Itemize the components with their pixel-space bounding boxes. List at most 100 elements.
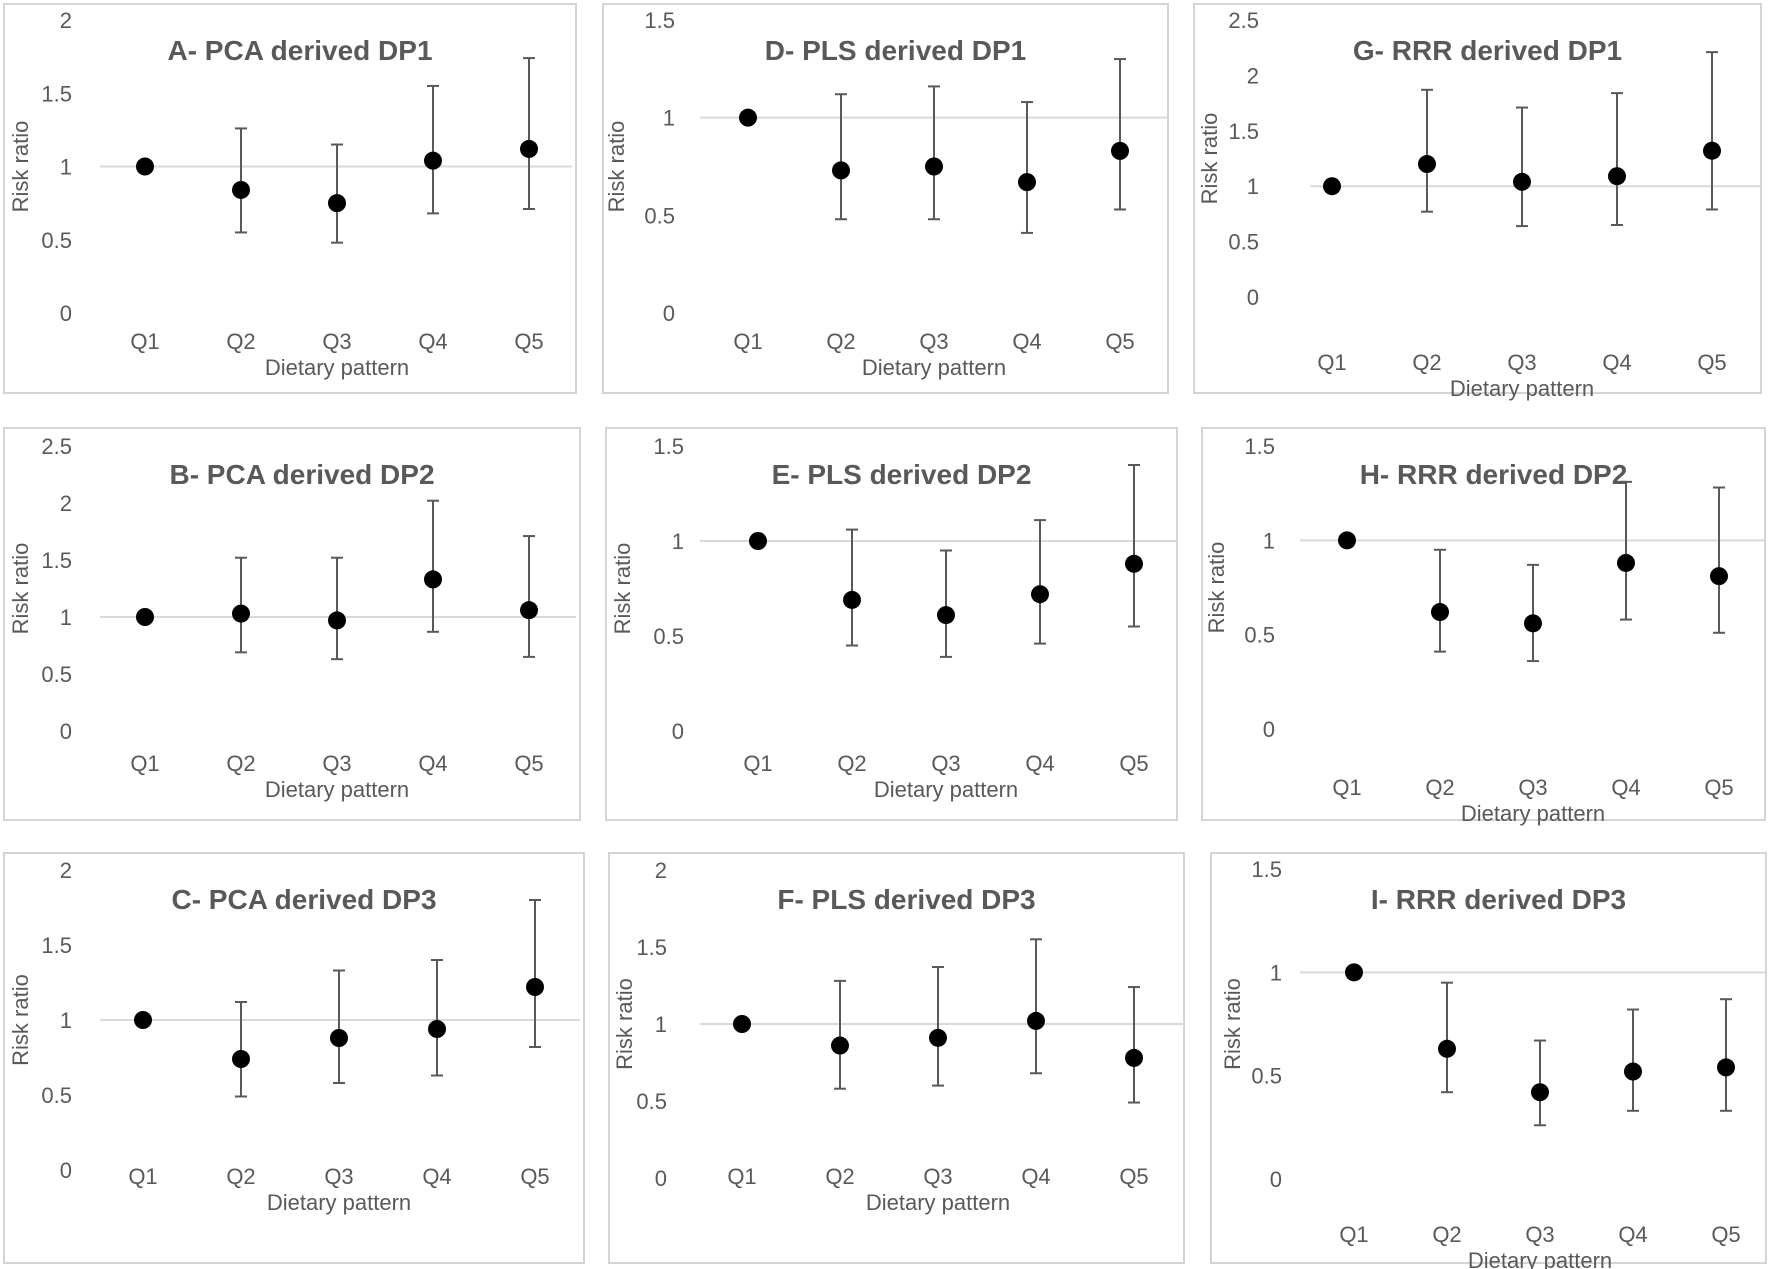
y-axis-title: Risk ratio [8,974,33,1066]
x-axis-title: Dietary pattern [862,355,1006,380]
y-tick-label: 2 [60,491,72,516]
data-point [733,1015,751,1033]
panel-frame [1210,852,1767,1264]
data-point [136,608,154,626]
data-point [232,180,250,199]
x-tick-label: Q1 [128,1164,157,1189]
data-point [1125,554,1143,573]
data-point [1125,1048,1143,1067]
x-tick-label: Q2 [1412,350,1441,375]
x-tick-label: Q3 [1525,1222,1554,1247]
x-tick-label: Q2 [1425,775,1454,800]
y-tick-label: 0 [60,719,72,744]
data-point [749,532,767,550]
y-tick-label: 0.5 [636,1089,667,1114]
x-tick-label: Q3 [324,1164,353,1189]
data-point [925,157,943,176]
y-tick-label: 2 [60,8,72,33]
data-point [832,161,850,180]
data-point [328,194,346,213]
data-point [328,611,346,630]
y-tick-label: 2 [655,858,667,883]
y-axis-title: Risk ratio [8,121,33,213]
chart-title: E- PLS derived DP2 [772,459,1032,490]
y-tick-label: 2 [1247,63,1259,88]
x-tick-label: Q5 [514,329,543,354]
y-tick-label: 1 [1247,174,1259,199]
chart-title: C- PCA derived DP3 [171,884,436,915]
data-point [843,590,861,609]
x-axis-title: Dietary pattern [265,777,409,802]
x-tick-label: Q3 [919,329,948,354]
x-axis-title: Dietary pattern [265,355,409,380]
x-axis-title: Dietary pattern [1450,376,1594,401]
y-tick-label: 1.5 [41,548,72,573]
y-tick-label: 1.5 [1251,857,1282,882]
data-point [937,606,955,625]
x-tick-label: Q3 [322,751,351,776]
x-axis-title: Dietary pattern [267,1190,411,1215]
data-point [1323,177,1341,196]
x-axis-title: Dietary pattern [866,1190,1010,1215]
x-tick-label: Q2 [226,1164,255,1189]
chart-panel: 0 0.5 1 1.5 2 2.5 G- RRR derived DP1 Risk ratio… [1193,3,1762,401]
x-tick-label: Q4 [418,751,447,776]
x-tick-label: Q5 [1704,775,1733,800]
y-tick-label: 0 [655,1166,667,1191]
chart-title: B- PCA derived DP2 [169,459,434,490]
chart-panel: 0 0.5 1 1.5 I- RRR derived DP3 Risk ratio Q1 Q2… [1210,852,1767,1269]
y-tick-label: 1 [672,529,684,554]
chart-title: A- PCA derived DP1 [167,35,432,66]
chart-panel: 0 0.5 1 1.5 2 C- PCA derived DP3 Risk ratio Q1 Q… [3,852,585,1264]
x-tick-label: Q5 [1711,1222,1740,1247]
x-tick-label: Q1 [1332,775,1361,800]
y-tick-label: 1 [655,1012,667,1037]
y-tick-label: 2 [60,858,72,883]
panel-frame [3,852,585,1264]
x-tick-label: Q3 [1507,350,1536,375]
x-tick-label: Q5 [520,1164,549,1189]
chart-title: F- PLS derived DP3 [777,884,1035,915]
x-tick-label: Q5 [1119,751,1148,776]
data-point [424,570,442,589]
x-tick-label: Q4 [1611,775,1640,800]
data-point [232,604,250,623]
chart-panel: 0 0.5 1 1.5 D- PLS derived DP1 Risk ratio Q1 Q2… [602,3,1169,394]
y-tick-label: 0.5 [41,228,72,253]
x-tick-label: Q1 [1317,350,1346,375]
x-axis-title: Dietary pattern [1468,1248,1612,1269]
x-tick-label: Q1 [130,751,159,776]
data-point [1338,531,1356,550]
y-tick-label: 0.5 [41,1083,72,1108]
x-tick-label: Q5 [514,751,543,776]
x-tick-label: Q3 [1518,775,1547,800]
x-tick-label: Q4 [418,329,447,354]
x-tick-label: Q2 [826,329,855,354]
data-point [134,1011,152,1029]
x-tick-label: Q4 [1618,1222,1647,1247]
chart-panel: 0 0.5 1 1.5 H- RRR derived DP2 Risk ratio Q1 Q2… [1201,427,1766,826]
panel-frame [1201,427,1766,821]
data-point [526,978,544,996]
data-point [330,1029,348,1047]
chart-title: I- RRR derived DP3 [1371,884,1626,915]
y-axis-title: Risk ratio [1204,542,1229,634]
y-tick-label: 1.5 [636,935,667,960]
data-point [1431,603,1449,622]
data-point [1345,963,1363,982]
data-point [1710,567,1728,586]
y-axis-title: Risk ratio [610,543,635,635]
chart-panel: 0 0.5 1 1.5 2 F- PLS derived DP3 Risk ratio Q1 Q… [608,852,1185,1264]
panel-frame [605,427,1178,821]
data-point [831,1036,849,1055]
panel-frame [3,3,577,394]
x-tick-label: Q3 [931,751,960,776]
data-point [520,601,538,620]
panel-frame [608,852,1185,1264]
chart-panel: 0 0.5 1 1.5 2 A- PCA derived DP1 Risk ratio Q1 Q… [3,3,577,394]
x-tick-label: Q3 [322,329,351,354]
y-axis-title: Risk ratio [612,978,637,1070]
data-point [1717,1058,1735,1077]
data-point [739,108,757,127]
x-tick-label: Q3 [923,1164,952,1189]
